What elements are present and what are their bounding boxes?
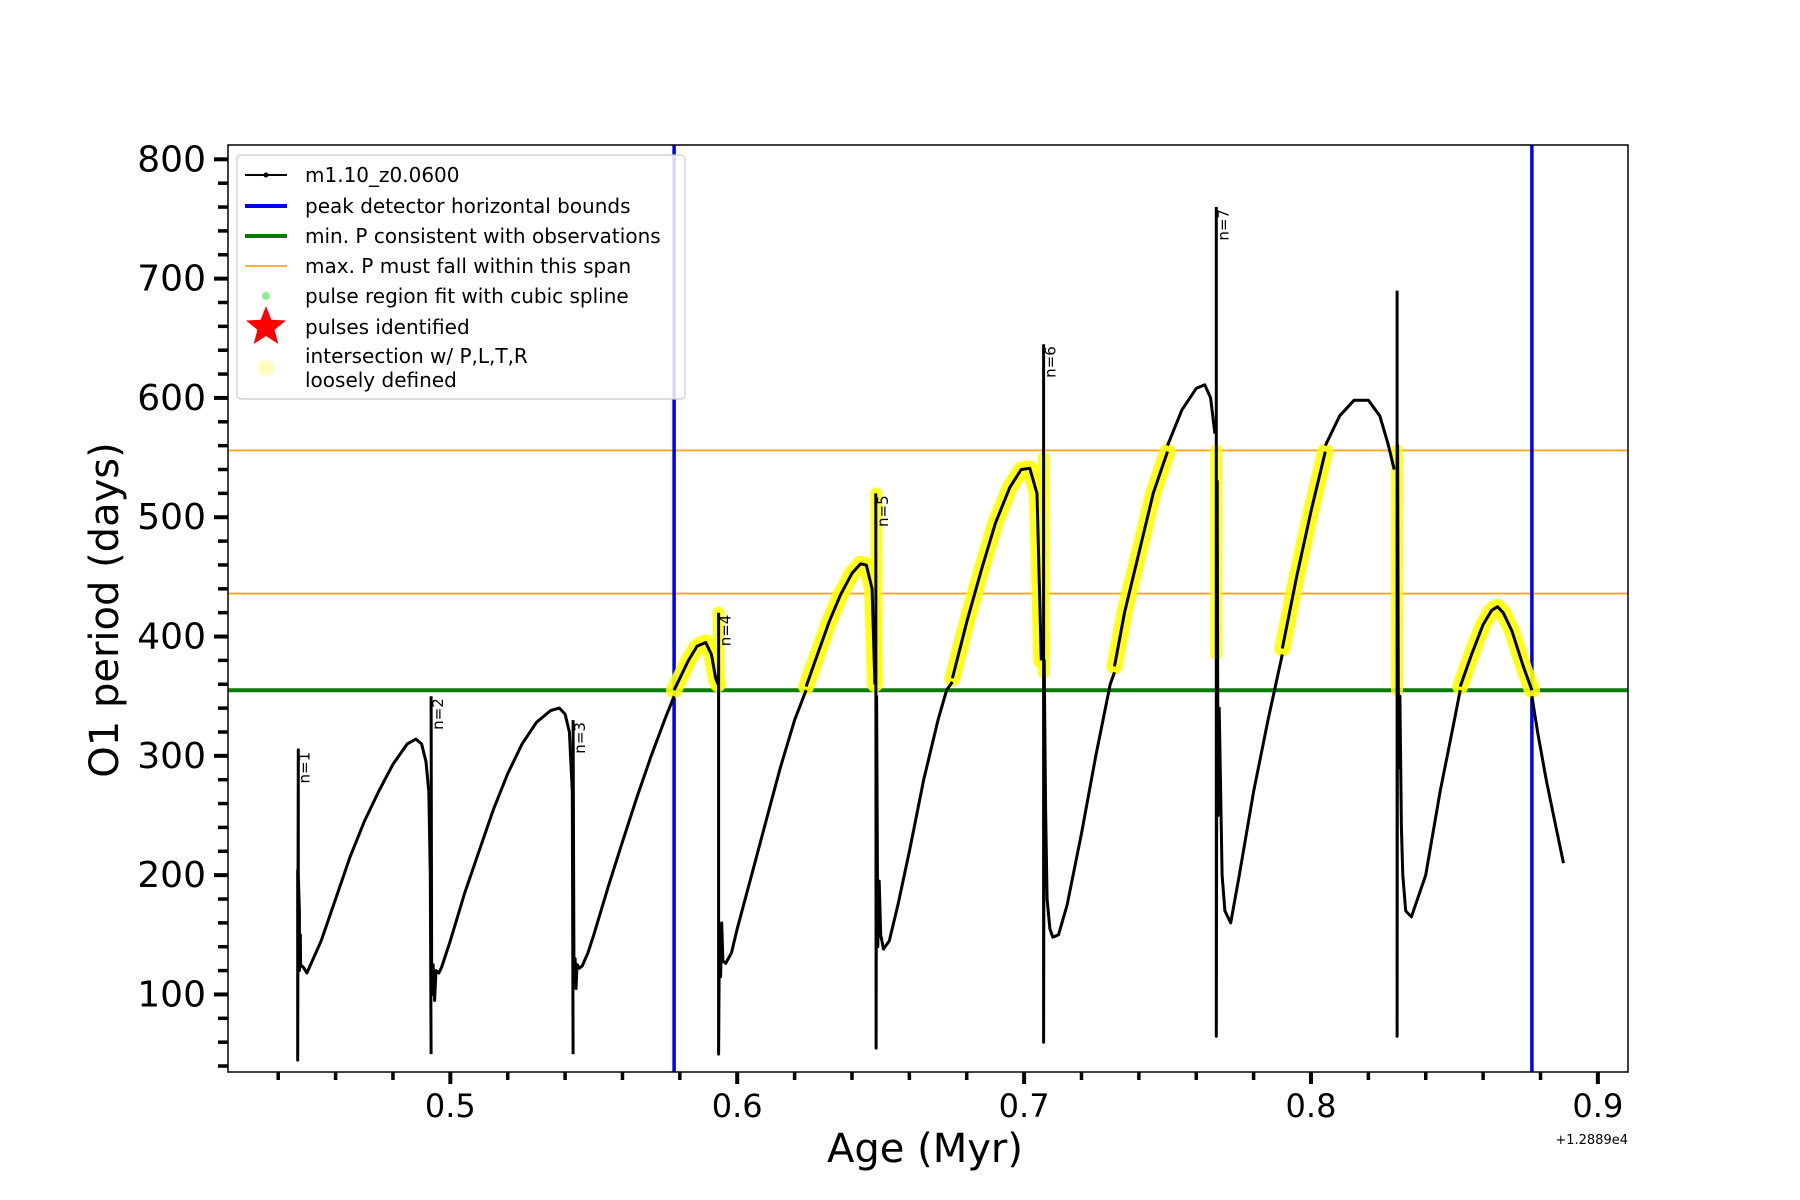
x-axis-label: Age (Myr) [827,1126,1023,1172]
x-tick-label-4: 0.9 [1572,1087,1623,1125]
series-segment-0 [296,737,433,1062]
plot-frame [227,144,1629,1073]
legend-label-1: peak detector horizontal bounds [305,194,631,218]
y-axis-label: O1 period (days) [82,442,128,777]
pulse-annotations: n=1 n=2 n=3 n=4 n=5 n=6 n=7 [296,209,1233,783]
legend-label-0: m1.10_z0.0600 [305,163,460,187]
series-segment-12 [1280,451,1327,649]
series-segment-5 [804,562,877,688]
series-segment-16 [1530,695,1565,864]
legend-box [236,154,686,400]
legend-label-4: pulse region fit with cubic spline [305,284,629,308]
y-tick-label-3: 400 [137,617,206,658]
series-segment-8 [1042,344,1116,1044]
legend-label-7: loosely defined [305,368,457,392]
series-segment-1 [429,696,575,1055]
pulse-annotation-1: n=1 [296,752,314,784]
y-tick-label-0: 100 [137,974,206,1015]
legend-marker-star [246,306,286,344]
series-segment-15 [1458,605,1534,691]
legend-marker-dot [262,292,270,300]
pulse-annotation-7: n=7 [1214,209,1232,241]
series-segment-3 [672,641,720,691]
legend-label-3: max. P must fall within this span [305,254,631,278]
y-tick-label-5: 600 [137,378,206,419]
series-segment-2 [571,695,676,990]
y-tick-label-1: 200 [137,855,206,896]
series-segment-13 [1323,398,1396,470]
x-tick-label-2: 0.7 [999,1087,1050,1125]
pulse-annotation-6: n=6 [1042,346,1060,378]
pulse-annotation-5: n=5 [874,495,892,527]
x-tick-label-3: 0.8 [1286,1087,1337,1125]
x-tick-label-0: 0.5 [425,1087,476,1125]
pulse-annotation-2: n=2 [429,698,447,730]
x-tick-label-1: 0.6 [712,1087,763,1125]
series-layer [296,207,1565,1062]
series-segment-7 [950,466,1043,679]
axes: 0.5 0.6 0.7 0.8 0.9 100 200 300 400 500 600 700 800 [137,139,1623,1125]
y-tick-label-6: 700 [137,259,206,300]
y-tick-label-7: 800 [137,139,206,180]
y-tick-label-4: 500 [137,497,206,538]
series-segment-4 [717,612,808,1056]
x-axis-offset-label: +1.2889e4 [1555,1133,1628,1148]
legend-label-2: min. P consistent with observations [305,224,661,248]
pulse-annotation-3: n=3 [571,722,589,754]
legend-marker-series-dot [263,172,269,178]
series-segment-6 [874,493,954,1050]
pulse-annotation-4: n=4 [717,615,735,647]
series-segment-9 [1113,451,1169,667]
legend-label-5: pulses identified [305,315,470,339]
legend-label-6: intersection w/ P,L,T,R [305,344,528,368]
series-segment-11 [1214,207,1284,1038]
y-tick-label-2: 300 [137,736,206,777]
legend-marker-big-dot [258,360,274,376]
series-segment-14 [1395,290,1462,1038]
series-segment-10 [1166,383,1217,447]
